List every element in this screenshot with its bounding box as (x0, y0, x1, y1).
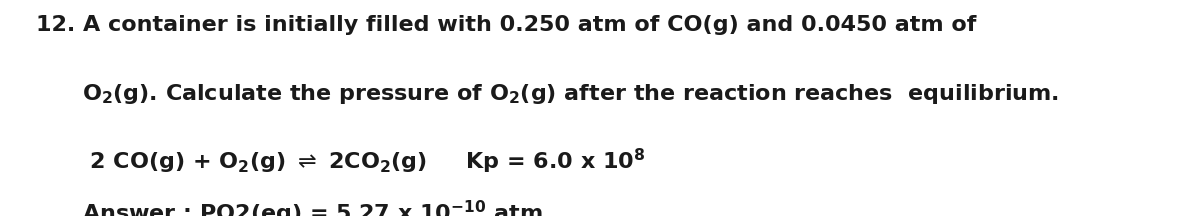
Text: 12. A container is initially filled with 0.250 atm of CO(g) and 0.0450 atm of: 12. A container is initially filled with… (36, 15, 977, 35)
Text: $\mathbf{O_2}$(g). Calculate the pressure of $\mathbf{O_2}$(g) after the reactio: $\mathbf{O_2}$(g). Calculate the pressur… (82, 82, 1058, 106)
Text: 2 CO(g) + $\mathbf{O_2}$(g) $\rightleftharpoons$ 2CO$\mathbf{_2}$(g)     Kp = 6.: 2 CO(g) + $\mathbf{O_2}$(g) $\rightlefth… (82, 147, 644, 176)
Text: Answer : PO2(eq) = 5.27 x 10$\mathbf{^{-10}}$ atm: Answer : PO2(eq) = 5.27 x 10$\mathbf{^{-… (82, 199, 542, 216)
